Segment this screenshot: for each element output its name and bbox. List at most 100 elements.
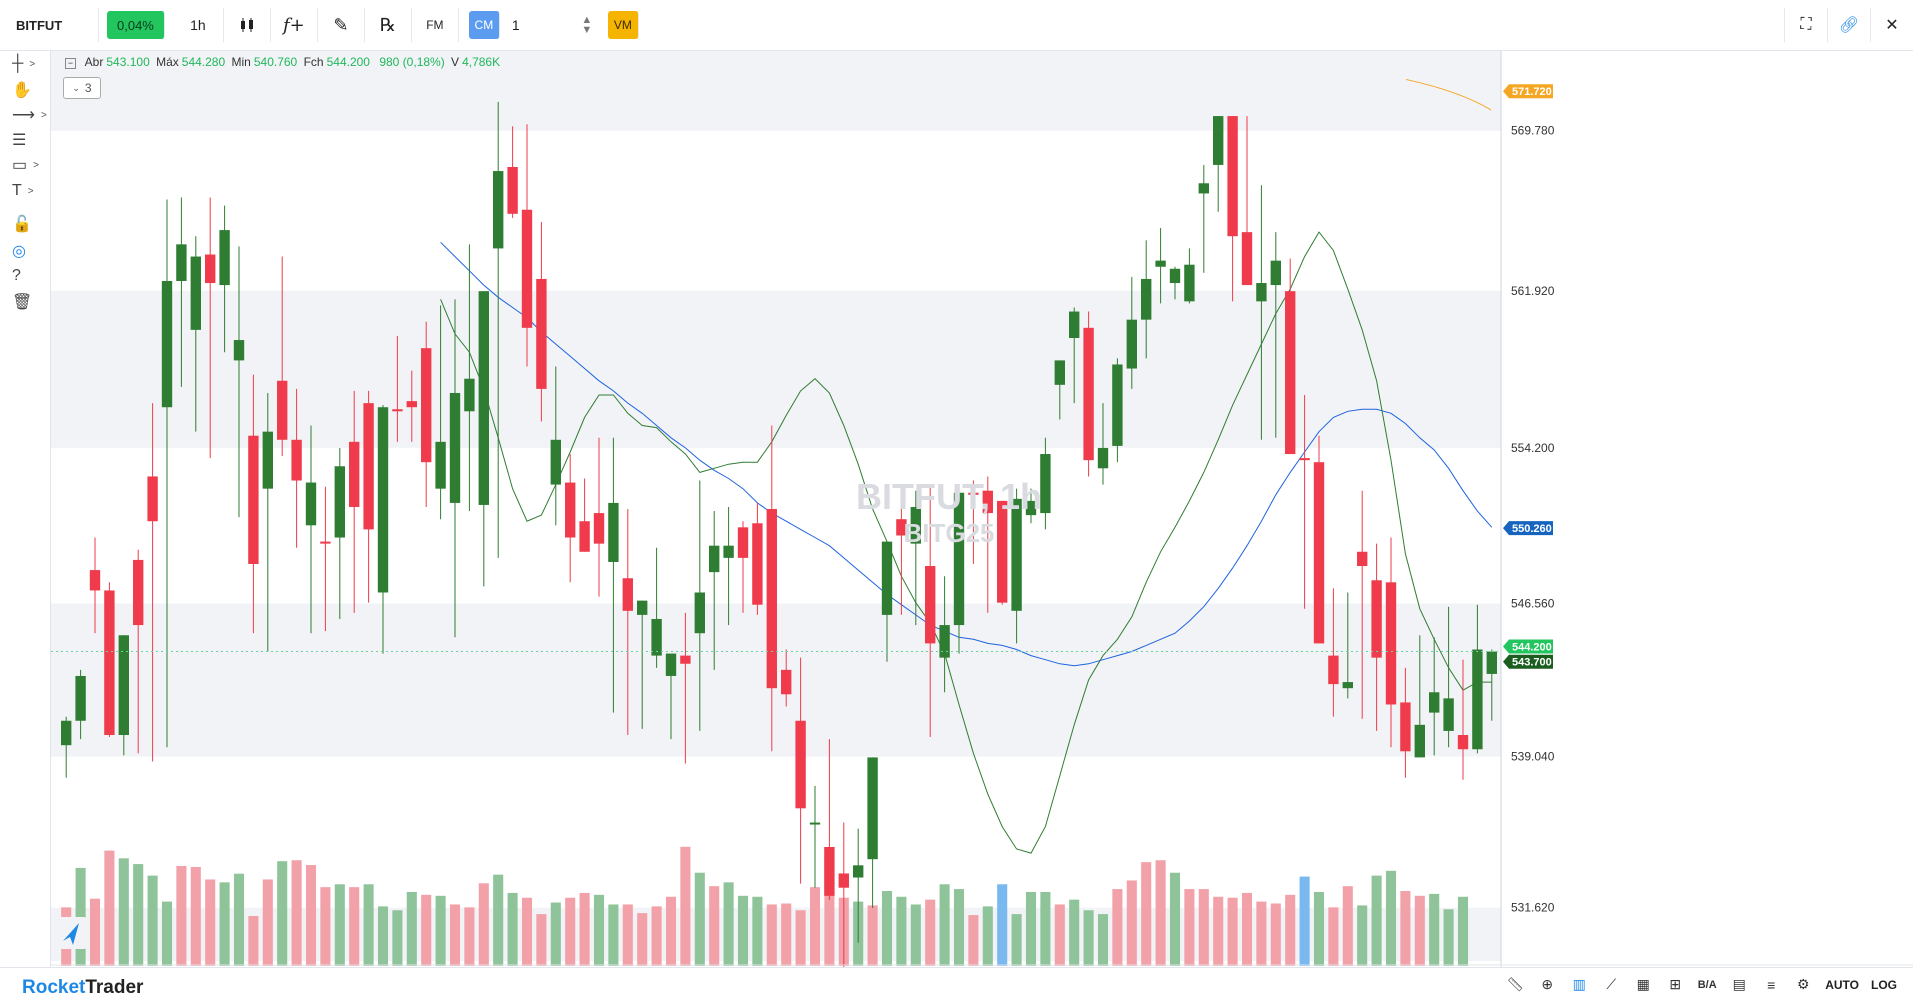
price-label: 569.780 (1511, 124, 1555, 138)
volume-bar (219, 882, 230, 966)
candle-body (1169, 268, 1181, 284)
candle-body (997, 500, 1008, 603)
candle-body (305, 482, 317, 526)
candle-body (1457, 735, 1469, 750)
price-label: 554.200 (1511, 441, 1555, 455)
candle-body (737, 527, 749, 558)
volume-bar (1371, 875, 1382, 966)
volume-bar (565, 897, 576, 966)
quantity-field[interactable]: 1 (511, 17, 520, 33)
collapse-legend-icon[interactable]: − (65, 58, 76, 69)
quantity-stepper[interactable]: ▲ ▼ (572, 8, 602, 42)
candle-body (521, 209, 533, 328)
volume-bar (896, 896, 907, 966)
volume-bar (1155, 860, 1166, 966)
fib-lines-icon[interactable]: ☰ (12, 132, 27, 149)
fullscreen-icon[interactable]: ⛶ (1784, 8, 1827, 42)
lock-icon[interactable]: 🔓 (12, 216, 32, 233)
chart-area[interactable]: 569.780 561.920 554.200 546.560 539.040 531.6… (51, 51, 1913, 967)
volume-bar (997, 884, 1008, 966)
top-toolbar: BITFUT 0,04% 1h f+ ✎ ℞ FM CM 1 ▲ ▼ VM (0, 0, 1913, 51)
volume-bar (1213, 896, 1224, 966)
candle-body (939, 625, 950, 658)
candle-body (1385, 582, 1397, 705)
candle-body (1198, 183, 1209, 194)
volume-bar (1227, 897, 1238, 966)
rx-icon[interactable]: ℞ (365, 8, 412, 42)
close-value: 544.200 (326, 55, 370, 69)
price-chart[interactable]: 569.780 561.920 554.200 546.560 539.040 531.6… (51, 51, 1913, 967)
volume-bar (752, 896, 763, 966)
indicators-collapse-button[interactable]: ⌄ 3 (63, 77, 101, 99)
volume-bar (680, 846, 691, 966)
candle-body (550, 439, 561, 485)
trend-icon[interactable]: ⟋ (1606, 976, 1617, 992)
low-label: Min (231, 55, 251, 69)
candle-body (1054, 360, 1065, 385)
volume-bar (709, 886, 720, 966)
candle-body (1097, 447, 1109, 469)
depth-icon[interactable]: ▤ (1732, 976, 1746, 992)
high-label: Máx (156, 55, 179, 69)
candle-body (406, 401, 417, 408)
timeframe-button[interactable]: 1h (173, 8, 224, 42)
link-icon[interactable]: 🔗︎ (1827, 8, 1870, 42)
volume-bar (392, 910, 403, 966)
volume-bar (363, 884, 374, 966)
volume-bar (982, 906, 993, 966)
price-label: 546.560 (1511, 596, 1555, 610)
volume-bar (435, 895, 446, 966)
function-icon[interactable]: f+ (271, 8, 318, 42)
volume-bar (349, 887, 360, 966)
auto-scale-button[interactable]: AUTO (1825, 977, 1859, 992)
candle-body (1126, 319, 1137, 369)
trash-icon[interactable]: 🗑 (12, 294, 33, 311)
close-icon[interactable]: ✕ (1870, 8, 1913, 42)
candles-icon[interactable] (224, 8, 271, 42)
candle-body (593, 513, 605, 544)
dom-icon[interactable]: ⊞ (1669, 976, 1682, 992)
volume-bar (723, 882, 734, 966)
pencil-icon[interactable]: ✎ (318, 8, 365, 42)
stepper-up-icon[interactable]: ▲ (581, 14, 593, 26)
volume-bar (277, 861, 288, 966)
candle-body (1313, 462, 1325, 644)
crosshair-icon[interactable]: ┼ > (12, 55, 36, 72)
ba-button[interactable]: B/A (1697, 978, 1717, 991)
text-tool-icon[interactable]: T > (12, 182, 34, 199)
volume-bar (1141, 862, 1152, 966)
ruler-icon[interactable]: 📏︎ (1506, 976, 1525, 992)
candle-body (1025, 500, 1037, 516)
candle-body (363, 403, 374, 530)
fm-button[interactable]: FM (412, 8, 459, 42)
candle-body (478, 291, 489, 505)
zoom-icon[interactable]: ⊕ (1541, 976, 1554, 992)
bars-icon[interactable]: ▥ (1572, 976, 1586, 992)
list-icon[interactable]: ≡ (1767, 976, 1776, 993)
grid-icon[interactable]: ▦ (1636, 976, 1650, 992)
volume-bar (1097, 914, 1109, 966)
settings-icon[interactable]: ⚙ (1796, 976, 1810, 992)
candle-body (622, 578, 633, 611)
help-icon[interactable]: ? (12, 267, 21, 284)
volume-bar (248, 916, 259, 966)
candle-body (1285, 291, 1296, 455)
rectangle-icon[interactable]: ▭ > (12, 157, 39, 174)
vm-button[interactable]: VM (607, 11, 639, 39)
candle-body (118, 635, 129, 736)
candle-body (1011, 498, 1022, 611)
log-scale-button[interactable]: LOG (1871, 977, 1897, 992)
stepper-down-icon[interactable]: ▼ (581, 24, 593, 36)
candle-body (565, 482, 576, 538)
candle-body (881, 541, 893, 615)
eye-hide-icon[interactable]: ◎ (12, 243, 26, 260)
symbol-selector[interactable]: BITFUT (0, 8, 99, 42)
cm-button[interactable]: CM (468, 11, 500, 39)
candle-body (1083, 327, 1094, 461)
price-tag (1503, 84, 1553, 99)
volume-bar (1400, 891, 1411, 966)
candle-body (910, 506, 921, 544)
hand-icon[interactable]: ✋ (12, 82, 32, 99)
volume-bar (1025, 891, 1037, 966)
line-tool-icon[interactable]: ⟶ > (12, 107, 47, 124)
